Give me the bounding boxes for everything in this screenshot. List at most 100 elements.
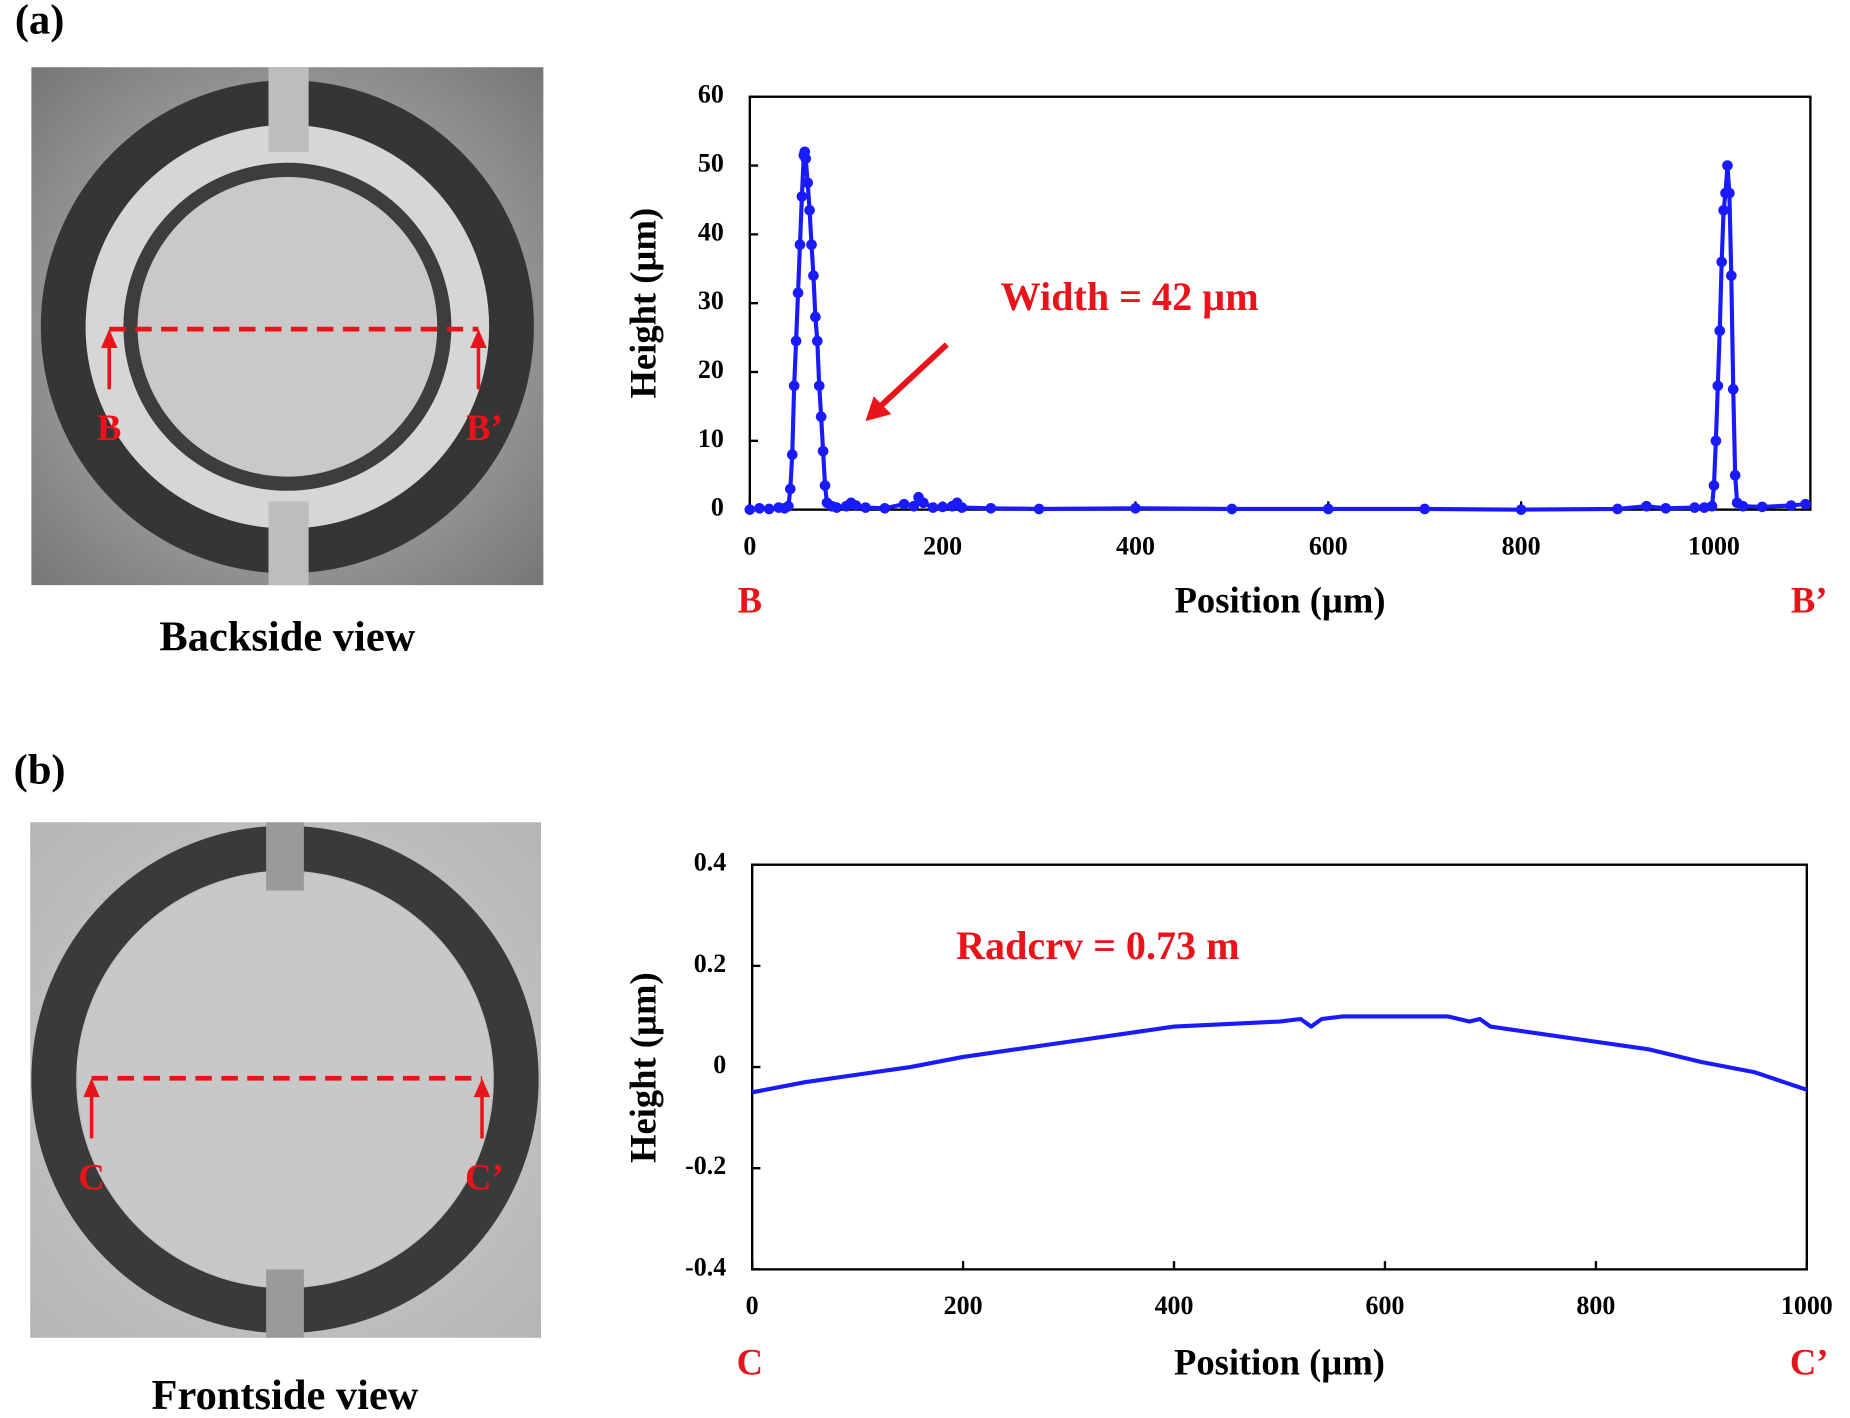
data-point xyxy=(1729,469,1741,481)
data-point xyxy=(1322,503,1334,515)
data-point xyxy=(1785,500,1797,511)
annotation-arrow xyxy=(877,342,949,410)
data-point xyxy=(1515,504,1527,515)
data-point xyxy=(1419,503,1431,515)
data-point xyxy=(800,153,812,164)
y-tick-label: 50 xyxy=(698,149,724,178)
annotation: Radcrv = 0.73 m xyxy=(956,923,1239,968)
data-point xyxy=(1033,503,1045,515)
data-point xyxy=(956,502,968,513)
y-axis-label: Height (µm) xyxy=(623,208,664,399)
x-axis-label: Position (µm) xyxy=(1175,579,1386,620)
data-point xyxy=(763,503,775,515)
data-point xyxy=(860,502,871,513)
data-point xyxy=(817,445,829,457)
data-point xyxy=(1718,204,1729,216)
data-point xyxy=(918,497,929,509)
y-tick-label: 40 xyxy=(698,217,724,246)
data-point xyxy=(810,311,821,323)
data-point xyxy=(786,449,798,460)
panel-label: (b) xyxy=(14,747,66,794)
section-end: B’ xyxy=(1791,579,1828,620)
y-tick-label: 60 xyxy=(698,80,724,109)
data-point xyxy=(1800,498,1811,510)
data-point xyxy=(1712,380,1724,392)
x-tick-label: 200 xyxy=(923,532,962,561)
data-point xyxy=(819,480,831,491)
data-point xyxy=(985,502,997,514)
data-point xyxy=(831,502,842,513)
data-point xyxy=(794,239,806,250)
x-tick-label: 600 xyxy=(1309,532,1348,561)
data-point xyxy=(1130,502,1141,514)
data-point xyxy=(898,498,910,510)
data-point xyxy=(1724,187,1735,199)
data-point xyxy=(1708,480,1720,491)
data-point xyxy=(908,500,920,512)
caption: Backside view xyxy=(159,613,415,660)
y-tick-label: 0 xyxy=(713,1050,726,1079)
y-tick-label: 0 xyxy=(711,493,724,522)
data-point xyxy=(790,335,802,347)
data-point xyxy=(804,204,815,216)
data-point xyxy=(784,483,796,495)
data-line xyxy=(751,1014,1808,1095)
x-tick-label: 0 xyxy=(746,1291,759,1320)
y-tick-label: 30 xyxy=(698,286,724,315)
x-tick-label: 400 xyxy=(1116,532,1155,561)
data-point xyxy=(754,502,765,514)
data-point xyxy=(1710,435,1722,447)
data-point xyxy=(879,502,891,514)
data-point xyxy=(788,380,800,392)
x-tick-label: 800 xyxy=(1502,532,1541,561)
data-point xyxy=(744,504,756,515)
x-tick-label: 1000 xyxy=(1781,1291,1833,1320)
section-label: B xyxy=(97,407,121,448)
y-tick-label: 20 xyxy=(698,355,724,384)
data-line xyxy=(749,149,1806,512)
x-tick-label: 200 xyxy=(944,1291,983,1320)
x-axis-label: Position (µm) xyxy=(1174,1341,1385,1382)
y-tick-label: 10 xyxy=(698,424,724,453)
x-tick-label: 400 xyxy=(1155,1291,1194,1320)
data-point xyxy=(937,501,948,513)
section-start: C xyxy=(737,1341,763,1382)
data-point xyxy=(1612,503,1623,515)
data-point xyxy=(806,239,817,250)
data-point xyxy=(813,380,825,392)
data-point xyxy=(927,502,939,513)
x-tick-label: 800 xyxy=(1576,1291,1615,1320)
data-point xyxy=(815,411,827,423)
y-axis-label: Height (µm) xyxy=(623,972,664,1163)
x-tick-label: 0 xyxy=(743,532,756,561)
x-tick-label: 1000 xyxy=(1688,532,1740,561)
section-label: C xyxy=(78,1156,104,1197)
data-point xyxy=(1716,256,1727,268)
section-end: C’ xyxy=(1790,1341,1829,1382)
data-point xyxy=(850,500,862,511)
data-point xyxy=(796,191,808,202)
data-point xyxy=(1756,501,1768,513)
y-tick-label: -0.2 xyxy=(685,1151,726,1180)
data-point xyxy=(1706,500,1718,512)
data-point xyxy=(811,335,823,347)
y-tick-label: -0.4 xyxy=(685,1252,726,1281)
annotation: Width = 42 µm xyxy=(1001,274,1259,319)
data-point xyxy=(1722,160,1733,171)
section-label: B’ xyxy=(466,407,503,448)
x-tick-label: 600 xyxy=(1366,1291,1405,1320)
data-point xyxy=(783,500,794,512)
data-point xyxy=(792,287,804,299)
data-point xyxy=(808,270,819,281)
data-point xyxy=(1714,325,1726,337)
section-label: C’ xyxy=(465,1156,504,1197)
annotation-arrow-head xyxy=(865,396,892,422)
data-point xyxy=(1226,503,1238,515)
data-point xyxy=(802,177,813,189)
data-point xyxy=(1689,502,1700,513)
micrograph-b xyxy=(30,822,542,1338)
y-tick-label: 0.2 xyxy=(694,949,726,978)
y-tick-label: 0.4 xyxy=(694,848,726,877)
caption: Frontside view xyxy=(152,1372,419,1418)
